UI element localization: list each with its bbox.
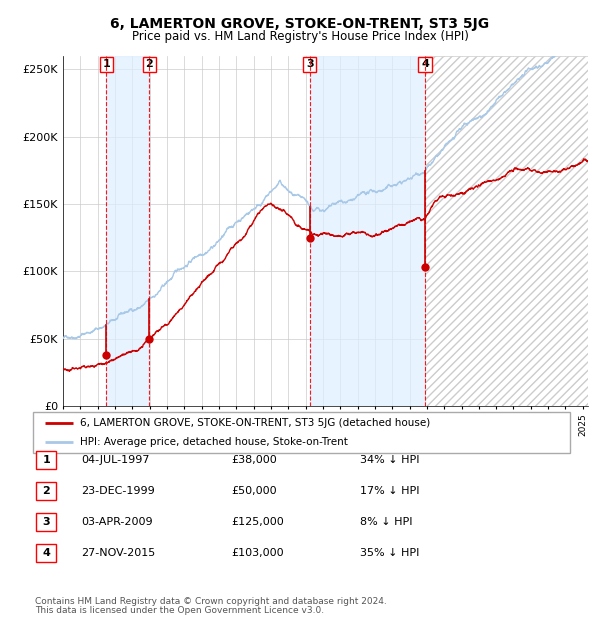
FancyBboxPatch shape	[36, 451, 56, 469]
Text: This data is licensed under the Open Government Licence v3.0.: This data is licensed under the Open Gov…	[35, 606, 324, 615]
Text: 3: 3	[43, 517, 50, 527]
Text: 1: 1	[103, 60, 110, 69]
Text: Price paid vs. HM Land Registry's House Price Index (HPI): Price paid vs. HM Land Registry's House …	[131, 30, 469, 43]
Text: Contains HM Land Registry data © Crown copyright and database right 2024.: Contains HM Land Registry data © Crown c…	[35, 596, 386, 606]
Text: £125,000: £125,000	[231, 517, 284, 527]
FancyBboxPatch shape	[33, 412, 570, 453]
FancyBboxPatch shape	[36, 544, 56, 562]
Text: 6, LAMERTON GROVE, STOKE-ON-TRENT, ST3 5JG: 6, LAMERTON GROVE, STOKE-ON-TRENT, ST3 5…	[110, 17, 490, 32]
Text: £38,000: £38,000	[231, 455, 277, 465]
Text: 34% ↓ HPI: 34% ↓ HPI	[360, 455, 419, 465]
Text: 2: 2	[43, 486, 50, 496]
Text: £50,000: £50,000	[231, 486, 277, 496]
Text: 27-NOV-2015: 27-NOV-2015	[81, 548, 155, 558]
Text: 35% ↓ HPI: 35% ↓ HPI	[360, 548, 419, 558]
Text: £103,000: £103,000	[231, 548, 284, 558]
Text: 23-DEC-1999: 23-DEC-1999	[81, 486, 155, 496]
Text: 1: 1	[43, 455, 50, 465]
Bar	[310, 56, 425, 406]
Text: 6, LAMERTON GROVE, STOKE-ON-TRENT, ST3 5JG (detached house): 6, LAMERTON GROVE, STOKE-ON-TRENT, ST3 5…	[80, 418, 431, 428]
Text: HPI: Average price, detached house, Stoke-on-Trent: HPI: Average price, detached house, Stok…	[80, 436, 348, 447]
Text: 04-JUL-1997: 04-JUL-1997	[81, 455, 149, 465]
FancyBboxPatch shape	[36, 482, 56, 500]
Text: 3: 3	[306, 60, 314, 69]
Text: 8% ↓ HPI: 8% ↓ HPI	[360, 517, 413, 527]
Bar	[106, 56, 149, 406]
Text: 17% ↓ HPI: 17% ↓ HPI	[360, 486, 419, 496]
FancyBboxPatch shape	[36, 513, 56, 531]
Text: 4: 4	[421, 60, 429, 69]
Text: 03-APR-2009: 03-APR-2009	[81, 517, 152, 527]
Text: 4: 4	[42, 548, 50, 558]
Text: 2: 2	[145, 60, 153, 69]
Bar	[425, 56, 588, 406]
